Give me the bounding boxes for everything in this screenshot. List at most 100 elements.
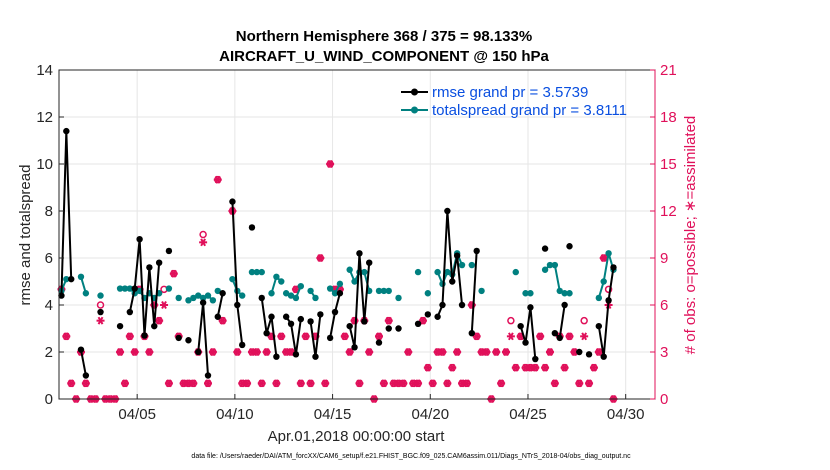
legend-rmse-label: rmse grand pr = 3.5739 bbox=[432, 84, 588, 101]
obs-assimilated-point bbox=[448, 363, 457, 372]
spread-point bbox=[238, 292, 246, 299]
rmse-point bbox=[312, 353, 319, 360]
spread-point bbox=[253, 268, 261, 276]
rmse-point bbox=[600, 353, 607, 360]
obs-assimilated-point bbox=[482, 348, 491, 356]
spread-line-segment bbox=[597, 253, 615, 299]
rmse-point bbox=[126, 308, 134, 316]
spread-point bbox=[190, 294, 197, 302]
rmse-point bbox=[458, 301, 466, 309]
spread-point bbox=[175, 294, 182, 302]
spread-point bbox=[458, 261, 466, 269]
obs-assimilated-point bbox=[208, 348, 217, 356]
obs-assimilated-point bbox=[306, 379, 315, 388]
obs-assimilated-point bbox=[345, 348, 354, 356]
rmse-point bbox=[238, 341, 246, 349]
rmse-point bbox=[195, 348, 202, 356]
rmse-point bbox=[199, 299, 207, 306]
spread-point bbox=[478, 287, 485, 295]
obs-assimilated-point bbox=[545, 348, 554, 356]
rmse-point bbox=[214, 313, 221, 320]
spread-point bbox=[63, 275, 70, 283]
spread-point bbox=[395, 294, 402, 302]
spread-point bbox=[287, 292, 295, 299]
rmse-point bbox=[473, 247, 480, 255]
obs-assimilated-point bbox=[120, 379, 129, 388]
rmse-point bbox=[527, 304, 534, 311]
obs-assimilated-point bbox=[472, 332, 481, 341]
obs-assimilated-point bbox=[428, 379, 437, 388]
legend-rmse-marker bbox=[411, 88, 418, 96]
rmse-point bbox=[151, 322, 158, 330]
rmse-point bbox=[356, 250, 363, 257]
chart-title-line2: AIRCRAFT_U_WIND_COMPONENT @ 150 hPa bbox=[219, 48, 549, 65]
obs-assimilated-point bbox=[399, 379, 408, 388]
rmse-line-segment bbox=[597, 267, 615, 357]
rmse-point bbox=[268, 313, 275, 320]
obs-assimilated-point bbox=[218, 316, 227, 325]
obs-assimilated-point bbox=[506, 332, 515, 341]
spread-point bbox=[600, 278, 607, 285]
rmse-point bbox=[317, 311, 324, 318]
obs-assimilated-point bbox=[580, 332, 589, 341]
spread-point bbox=[551, 261, 559, 269]
rmse-point bbox=[366, 259, 373, 266]
spread-point bbox=[336, 280, 344, 288]
obs-assimilated-point bbox=[160, 301, 169, 309]
rmse-point bbox=[556, 334, 563, 342]
spread-point bbox=[414, 268, 422, 276]
x-tick-label: 04/20 bbox=[412, 406, 450, 423]
obs-assimilated-point bbox=[130, 348, 139, 356]
y-axis-label: rmse and totalspread bbox=[17, 165, 34, 306]
obs-assimilated-point bbox=[585, 379, 594, 388]
spread-point bbox=[185, 297, 192, 304]
obs-assimilated-point bbox=[462, 379, 471, 388]
spread-point bbox=[209, 297, 217, 304]
spread-point bbox=[424, 290, 432, 297]
rmse-point bbox=[453, 252, 461, 259]
obs-assimilated-point bbox=[379, 379, 388, 388]
obs-assimilated-point bbox=[125, 332, 134, 341]
rmse-point bbox=[58, 292, 65, 299]
rmse-point bbox=[68, 275, 75, 283]
obs-assimilated-point bbox=[277, 332, 286, 341]
rmse-point bbox=[141, 332, 148, 339]
rmse-point bbox=[414, 320, 422, 327]
obs-possible-point bbox=[199, 230, 207, 239]
rmse-point bbox=[605, 297, 612, 304]
y-tick-label: 10 bbox=[36, 156, 53, 173]
obs-assimilated-point bbox=[243, 379, 252, 388]
rmse-line-segment bbox=[80, 349, 87, 376]
obs-assimilated-point bbox=[384, 316, 393, 325]
y-tick-label: 0 bbox=[45, 391, 53, 408]
y2-tick-label: 21 bbox=[660, 62, 677, 79]
rmse-point bbox=[385, 325, 392, 332]
x-tick-label: 04/25 bbox=[509, 406, 547, 423]
rmse-point bbox=[434, 313, 441, 320]
legend: rmse grand pr = 3.5739 totalspread grand… bbox=[401, 84, 627, 119]
y2-tick-label: 0 bbox=[660, 391, 668, 408]
rmse-point bbox=[116, 322, 124, 330]
obs-assimilated-point bbox=[365, 348, 374, 356]
y2-tick-label: 12 bbox=[660, 203, 677, 220]
rmse-point bbox=[361, 318, 368, 325]
rmse-line-segment bbox=[348, 253, 371, 348]
obs-assimilated-point bbox=[536, 332, 545, 341]
rmse-point bbox=[97, 308, 104, 316]
spread-point bbox=[268, 290, 275, 297]
obs-assimilated-point bbox=[316, 254, 325, 262]
spread-point bbox=[527, 290, 534, 297]
obs-assimilated-point bbox=[502, 348, 510, 356]
obs-assimilated-point bbox=[565, 332, 574, 341]
obs-assimilated-point bbox=[204, 379, 212, 388]
spread-point bbox=[522, 290, 529, 297]
spread-point bbox=[229, 275, 236, 283]
obs-assimilated-point bbox=[272, 379, 281, 388]
obs-assimilated-point bbox=[575, 379, 584, 388]
spread-point bbox=[546, 261, 554, 269]
rmse-point bbox=[610, 264, 617, 271]
obs-assimilated-point bbox=[233, 348, 242, 356]
obs-assimilated-point bbox=[213, 175, 222, 184]
spread-point bbox=[282, 290, 290, 297]
